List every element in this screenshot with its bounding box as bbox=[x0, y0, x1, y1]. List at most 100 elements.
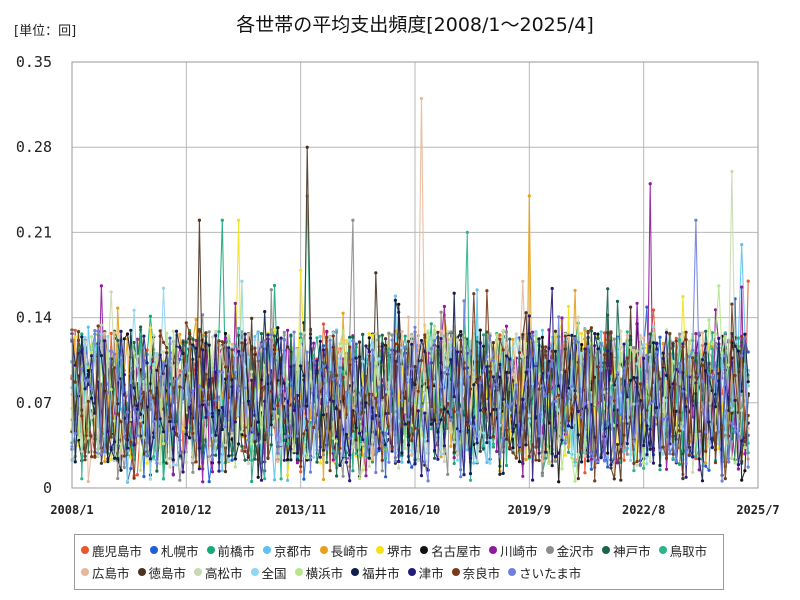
data-point bbox=[335, 407, 339, 411]
data-point bbox=[681, 345, 685, 349]
data-point bbox=[678, 332, 682, 336]
data-point bbox=[384, 337, 388, 341]
data-point bbox=[357, 415, 362, 419]
data-point bbox=[632, 439, 636, 443]
data-point bbox=[622, 433, 626, 437]
data-point bbox=[125, 446, 130, 450]
data-point bbox=[181, 470, 185, 474]
data-point bbox=[174, 377, 179, 381]
data-point bbox=[230, 453, 234, 457]
data-point bbox=[553, 333, 558, 337]
data-point bbox=[263, 310, 267, 314]
data-point bbox=[289, 458, 293, 462]
data-point bbox=[155, 461, 159, 465]
data-point bbox=[710, 342, 714, 346]
data-point bbox=[341, 366, 345, 370]
legend-item: 名古屋市 bbox=[420, 539, 481, 561]
data-point bbox=[521, 474, 525, 478]
data-point bbox=[335, 373, 339, 378]
data-point bbox=[237, 349, 241, 354]
data-point bbox=[139, 325, 143, 329]
data-point bbox=[511, 379, 515, 383]
data-point bbox=[521, 355, 525, 359]
data-point bbox=[468, 340, 473, 344]
data-point bbox=[576, 409, 580, 413]
data-point bbox=[648, 459, 652, 463]
data-point bbox=[511, 430, 515, 434]
data-point bbox=[681, 427, 685, 431]
data-point bbox=[743, 332, 747, 336]
data-point bbox=[112, 331, 117, 335]
data-point bbox=[122, 454, 126, 458]
data-point bbox=[586, 459, 590, 463]
data-point bbox=[459, 333, 463, 338]
data-point bbox=[410, 439, 414, 443]
data-point bbox=[103, 450, 107, 454]
data-point bbox=[557, 384, 561, 388]
data-point bbox=[710, 375, 714, 379]
data-point bbox=[73, 328, 77, 332]
data-point bbox=[508, 357, 512, 361]
data-point bbox=[550, 389, 554, 393]
legend-marker-icon bbox=[420, 546, 429, 554]
data-point bbox=[93, 329, 97, 333]
data-point bbox=[338, 446, 342, 450]
data-point bbox=[446, 401, 450, 406]
data-point bbox=[681, 477, 685, 481]
data-point bbox=[733, 398, 737, 402]
data-point bbox=[214, 433, 218, 437]
data-point bbox=[99, 323, 103, 327]
data-point bbox=[629, 406, 633, 411]
data-point bbox=[400, 346, 404, 350]
data-point bbox=[501, 436, 505, 440]
data-point bbox=[361, 332, 365, 336]
data-point bbox=[210, 361, 215, 365]
data-point bbox=[240, 430, 244, 434]
data-point bbox=[661, 410, 665, 414]
data-point bbox=[302, 378, 306, 382]
data-point bbox=[335, 435, 339, 439]
data-point bbox=[684, 475, 688, 479]
data-point bbox=[740, 354, 744, 358]
data-point bbox=[593, 332, 597, 336]
data-point bbox=[723, 433, 727, 437]
data-point bbox=[223, 331, 228, 336]
data-point bbox=[210, 335, 215, 339]
data-point bbox=[299, 338, 303, 342]
data-point bbox=[573, 394, 577, 398]
data-point bbox=[207, 458, 211, 462]
legend-marker-icon bbox=[263, 546, 272, 554]
data-point bbox=[315, 359, 319, 363]
data-point bbox=[403, 345, 407, 349]
data-point bbox=[508, 337, 512, 341]
data-point bbox=[717, 284, 721, 288]
data-point bbox=[106, 390, 110, 394]
data-point bbox=[727, 460, 731, 464]
data-point bbox=[674, 339, 678, 343]
data-point bbox=[710, 344, 714, 348]
data-point bbox=[508, 411, 512, 415]
data-point bbox=[511, 451, 515, 455]
data-point bbox=[122, 337, 126, 341]
data-point bbox=[400, 451, 404, 455]
data-point bbox=[106, 460, 110, 464]
data-point bbox=[341, 311, 345, 315]
data-point bbox=[335, 330, 339, 334]
data-point bbox=[370, 348, 375, 352]
data-point bbox=[305, 350, 309, 354]
data-point bbox=[321, 322, 326, 326]
data-point bbox=[217, 369, 221, 373]
data-point bbox=[276, 404, 280, 408]
data-point bbox=[664, 467, 669, 471]
data-point bbox=[413, 325, 417, 329]
data-point bbox=[632, 461, 636, 465]
data-point bbox=[286, 380, 290, 384]
data-point bbox=[570, 425, 574, 429]
data-point bbox=[651, 308, 656, 312]
data-point bbox=[328, 338, 332, 342]
data-point bbox=[472, 416, 476, 420]
data-point bbox=[86, 378, 90, 382]
data-point bbox=[720, 398, 724, 402]
data-point bbox=[354, 438, 358, 442]
data-point bbox=[139, 468, 143, 472]
